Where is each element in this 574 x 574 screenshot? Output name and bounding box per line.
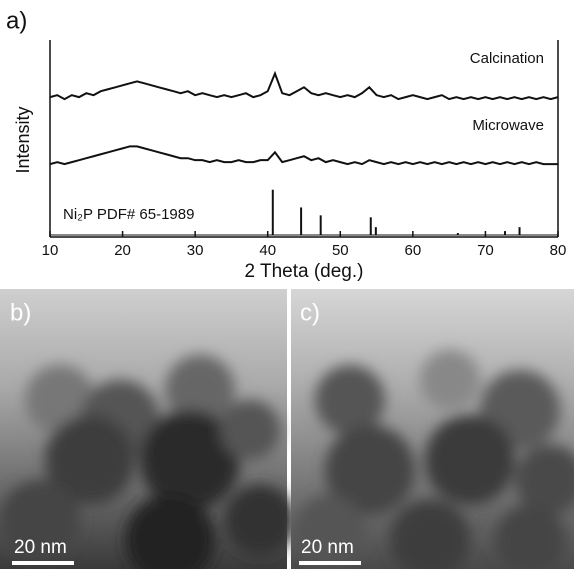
y-axis-label: Intensity — [13, 106, 33, 173]
reference-label: Ni₂P PDF# 65-1989 — [63, 206, 194, 223]
xrd-chart: a) Intensity 2 Theta (deg.) 10 20 30 40 50 60… — [6, 7, 566, 282]
x-axis-label: 2 Theta (deg.) — [244, 261, 363, 282]
x-tick-label: 10 — [42, 242, 59, 259]
panel-label: b) — [10, 299, 31, 326]
particles — [295, 350, 574, 574]
x-tick-label: 80 — [550, 242, 567, 259]
series-label: Calcination — [470, 50, 544, 67]
tem-panel-c — [291, 289, 574, 574]
scale-bar-label: 20 nm — [14, 537, 67, 558]
panel-label: c) — [300, 299, 320, 326]
series-line — [49, 145, 558, 166]
x-tick-label: 20 — [114, 242, 131, 259]
x-tick-label: 40 — [259, 242, 276, 259]
panel-label: a) — [6, 7, 27, 34]
series-line — [49, 70, 559, 101]
x-tick-label: 50 — [332, 242, 349, 259]
particles — [0, 355, 295, 574]
series-label: Microwave — [472, 117, 544, 134]
x-tick-label: 30 — [187, 242, 204, 259]
scale-bar-label: 20 nm — [301, 537, 354, 558]
scale-bar — [299, 561, 361, 565]
scale-bar — [12, 561, 74, 565]
x-tick-label: 70 — [477, 242, 494, 259]
tem-panel-b — [0, 289, 295, 574]
x-tick-label: 60 — [405, 242, 422, 259]
